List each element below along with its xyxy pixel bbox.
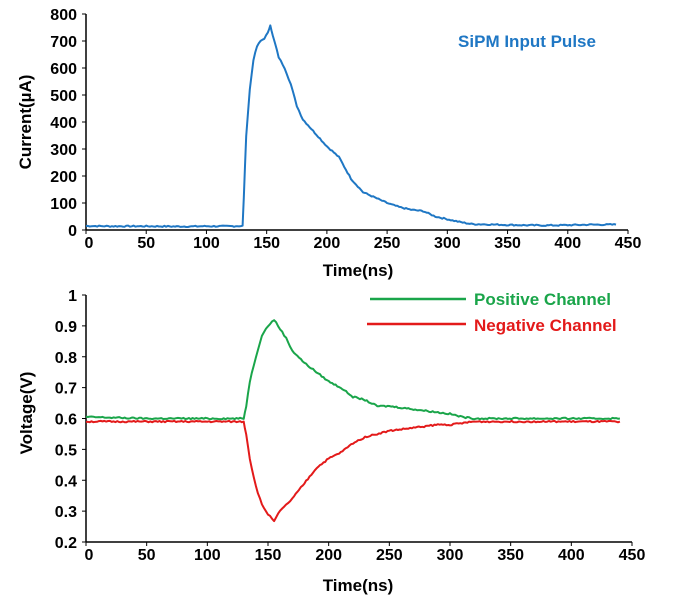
- top-x-tick-label: 0: [85, 235, 94, 252]
- top-x-tick-label: 350: [494, 235, 521, 252]
- top-x-tick-label: 300: [434, 235, 461, 252]
- top-y-tick-label: 400: [50, 115, 77, 132]
- bottom-series-positive-channel-line: [85, 319, 621, 421]
- bottom-xlabel: Time(ns): [323, 576, 394, 595]
- bottom-y-tick-label: 0.3: [55, 504, 77, 521]
- top-y-tick-label: 500: [50, 88, 77, 105]
- bottom-x-tick-label: 0: [85, 547, 94, 564]
- bottom-x-tick-label: 50: [138, 547, 156, 564]
- top-x-tick-label: 250: [374, 235, 401, 252]
- top-y-tick-label: 100: [50, 196, 77, 213]
- bottom-x-tick-label: 250: [376, 547, 403, 564]
- bottom-y-tick-label: 0.5: [55, 442, 77, 459]
- top-y-tick-label: 300: [50, 142, 77, 159]
- top-y-tick-label: 700: [50, 34, 77, 51]
- top-xlabel: Time(ns): [323, 261, 394, 280]
- legend-label-negative: Negative Channel: [474, 316, 617, 335]
- bottom-x-tick-label: 300: [437, 547, 464, 564]
- top-series-sipm-input-pulse-line: [85, 24, 617, 228]
- bottom-x-tick-label: 100: [194, 547, 221, 564]
- bottom-y-tick-label: 0.4: [55, 473, 77, 490]
- top-y-tick-label: 800: [50, 7, 77, 24]
- bottom-y-tick-label: 0.9: [55, 319, 77, 336]
- bottom-y-tick-label: 0.2: [55, 535, 77, 552]
- legend-label-positive: Positive Channel: [474, 290, 611, 309]
- top-x-tick-label: 50: [137, 235, 155, 252]
- bottom-x-tick-label: 450: [619, 547, 646, 564]
- bottom-ylabel: Voltage(V): [17, 372, 36, 455]
- top-x-tick-label: 100: [193, 235, 220, 252]
- top-x-tick-label: 150: [253, 235, 280, 252]
- top-x-tick-label: 450: [615, 235, 642, 252]
- top-ylabel: Current(µA): [16, 75, 35, 170]
- bottom-y-tick-label: 0.8: [55, 350, 77, 367]
- bottom-x-tick-label: 350: [497, 547, 524, 564]
- bottom-y-tick-label: 0.6: [55, 412, 77, 429]
- bottom-x-tick-label: 400: [558, 547, 585, 564]
- bottom-y-tick-label: 0.7: [55, 381, 77, 398]
- bottom-series-negative-channel-line: [85, 419, 621, 523]
- top-x-tick-label: 400: [554, 235, 581, 252]
- top-legend-label: SiPM Input Pulse: [458, 32, 596, 51]
- bottom-y-tick-label: 1: [68, 288, 77, 305]
- bottom-x-tick-label: 200: [315, 547, 342, 564]
- top-y-tick-label: 0: [68, 223, 77, 240]
- bottom-x-tick-label: 150: [255, 547, 282, 564]
- top-y-tick-label: 600: [50, 61, 77, 78]
- top-x-tick-label: 200: [314, 235, 341, 252]
- top-y-tick-label: 200: [50, 169, 77, 186]
